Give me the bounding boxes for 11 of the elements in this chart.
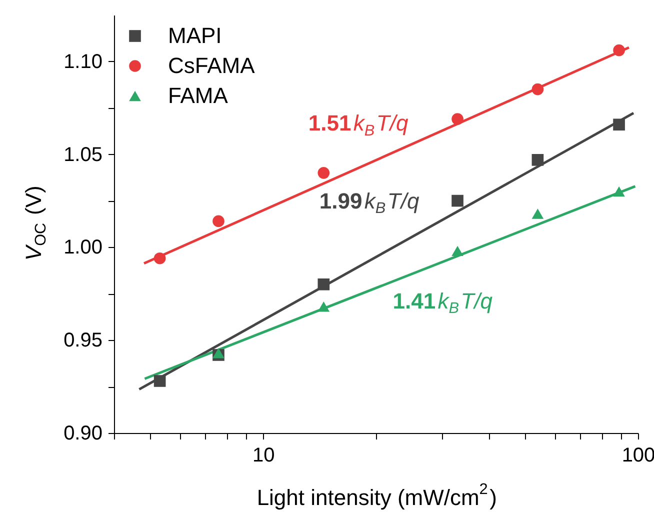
y-axis-title: VOC (V) bbox=[21, 186, 50, 261]
y-tick-label: 0.90 bbox=[64, 422, 102, 444]
legend-label: CsFAMA bbox=[168, 53, 256, 78]
y-tick-label: 1.00 bbox=[64, 236, 102, 259]
legend-label: MAPI bbox=[168, 23, 222, 48]
y-tick-label: 0.95 bbox=[64, 330, 102, 352]
legend-label: FAMA bbox=[168, 83, 228, 108]
y-tick-label: 1.05 bbox=[64, 144, 102, 166]
x-tick-label: 100 bbox=[622, 444, 654, 466]
y-tick-label: 1.10 bbox=[64, 50, 102, 73]
x-tick-label: 10 bbox=[252, 444, 275, 466]
